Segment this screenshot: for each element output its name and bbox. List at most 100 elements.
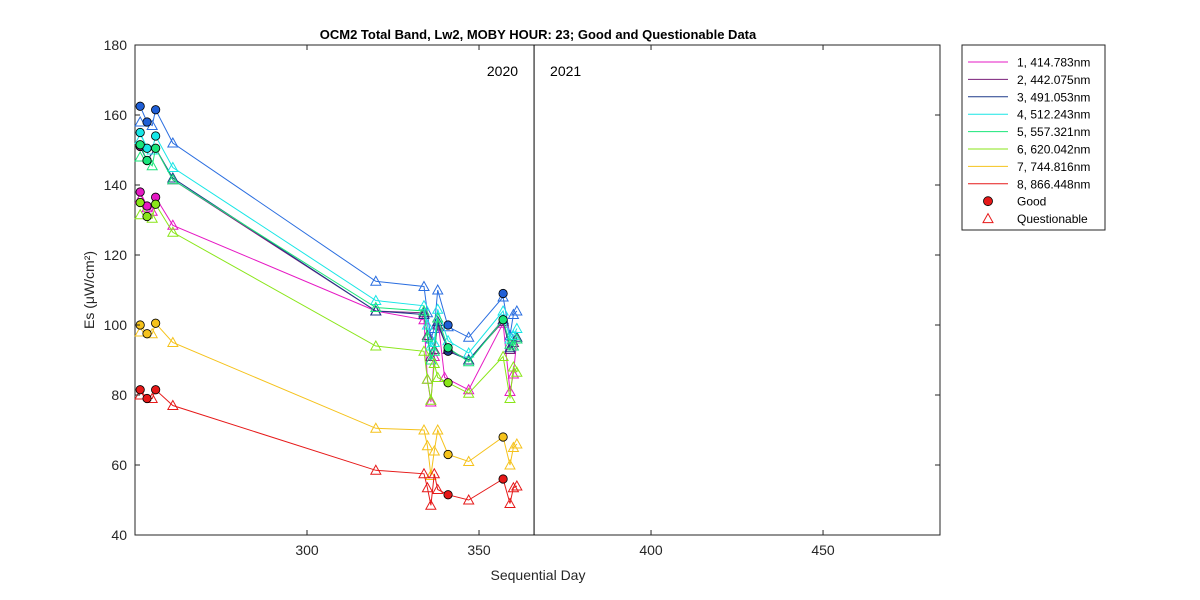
series-good-7-744-816nm: [135, 318, 508, 460]
questionable-marker: [511, 479, 523, 491]
legend: 1, 414.783nm 2, 442.075nm 3, 491.053nm 4, 5…: [961, 44, 1106, 231]
questionable-marker: [507, 339, 520, 351]
questionable-marker: [462, 455, 475, 466]
questionable-marker: [425, 395, 437, 407]
good-marker: [443, 343, 453, 353]
questionable-marker: [497, 350, 509, 361]
questionable-marker: [166, 173, 179, 185]
good-marker: [142, 329, 152, 339]
legend-entry: 7, 744.816nm: [1017, 160, 1090, 174]
questionable-marker: [511, 331, 523, 342]
legend-entry: 1, 414.783nm: [1017, 56, 1090, 70]
axis-layer: 40 60 80 100 120 140 160 180 300 350 400 450: [104, 37, 940, 558]
good-marker: [443, 490, 453, 500]
good-marker: [498, 315, 508, 325]
questionable-marker: [425, 394, 437, 405]
y-tick-label-80: 80: [111, 387, 127, 403]
good-marker: [142, 155, 152, 166]
questionable-marker: [421, 331, 434, 342]
legend-entry: 5, 557.321nm: [1017, 125, 1090, 139]
good-marker: [151, 318, 161, 328]
questionable-marker: [369, 304, 382, 316]
questionable-marker: [146, 159, 159, 171]
questionable-marker: [428, 343, 441, 354]
y-axis-label: Es (μW/cm²): [81, 251, 97, 329]
questionable-marker: [511, 332, 523, 344]
questionable-marker: [418, 423, 430, 435]
questionable-marker: [421, 481, 434, 493]
questionable-marker: [146, 205, 159, 216]
questionable-marker: [462, 493, 475, 505]
good-marker: [151, 385, 161, 395]
good-marker: [135, 140, 145, 150]
questionable-marker: [425, 499, 437, 510]
questionable-marker: [369, 464, 382, 475]
series-good-4-512-243nm: [135, 127, 161, 153]
questionable-marker: [431, 483, 444, 494]
plot-area: [134, 44, 941, 536]
series-layer: [134, 101, 523, 510]
questionable-marker: [431, 283, 444, 295]
legend-questionable-marker: [982, 212, 994, 224]
y-tick-label-60: 60: [111, 457, 127, 473]
x-axis-label: Sequential Day: [491, 567, 586, 583]
y-tick-label-100: 100: [104, 317, 128, 333]
questionable-marker: [134, 325, 147, 337]
chart-title: OCM2 Total Band, Lw2, MOBY HOUR: 23; Goo…: [320, 27, 757, 42]
questionable-marker: [504, 497, 516, 508]
questionable-marker: [431, 371, 444, 382]
questionable-marker: [166, 219, 179, 230]
series-good-6-620-042nm: [135, 197, 453, 388]
good-marker: [142, 393, 152, 404]
questionable-marker: [497, 304, 509, 316]
x-tick-label-350: 350: [467, 542, 491, 558]
questionable-marker: [431, 311, 444, 323]
good-marker: [151, 143, 161, 153]
good-marker: [151, 199, 161, 209]
series-line: [139, 144, 518, 363]
questionable-marker: [421, 439, 434, 451]
questionable-marker: [166, 336, 179, 347]
questionable-marker: [369, 339, 382, 351]
questionable-marker: [511, 322, 523, 333]
questionable-marker: [507, 360, 520, 372]
questionable-marker: [504, 392, 516, 403]
good-marker: [151, 131, 161, 141]
good-marker: [135, 101, 145, 111]
questionable-marker: [418, 345, 430, 356]
questionable-marker: [418, 308, 430, 319]
good-marker: [135, 197, 145, 208]
series-good-5-557-321nm: [135, 140, 508, 353]
questionable-marker: [369, 294, 382, 305]
y-tick-label-140: 140: [104, 177, 128, 193]
questionable-marker: [507, 308, 520, 319]
good-marker: [443, 449, 453, 460]
y-tick-label-120: 120: [104, 247, 128, 263]
questionable-marker: [421, 373, 434, 384]
questionable-marker: [428, 357, 441, 368]
questionable-marker: [166, 161, 179, 172]
questionable-marker: [418, 304, 430, 316]
questionable-marker: [166, 136, 179, 148]
x-tick-label-400: 400: [639, 542, 663, 558]
questionable-marker: [369, 275, 382, 286]
questionable-marker: [462, 331, 475, 342]
year-label-2020: 2020: [487, 63, 518, 79]
good-marker: [498, 432, 508, 442]
series-good-1-414-783nm: [135, 187, 161, 211]
questionable-marker: [418, 280, 430, 291]
year-label-2021: 2021: [550, 63, 581, 79]
legend-entry: 6, 620.042nm: [1017, 143, 1090, 157]
series-line: [139, 202, 518, 401]
good-marker: [142, 211, 152, 222]
good-overlay-0: [135, 101, 508, 330]
questionable-marker: [428, 444, 441, 456]
good-marker: [135, 385, 145, 395]
questionable-marker: [418, 299, 430, 311]
legend-entry: 4, 512.243nm: [1017, 108, 1090, 122]
y-tick-label-180: 180: [104, 37, 128, 53]
questionable-marker: [166, 226, 179, 237]
legend-entry: 3, 491.053nm: [1017, 90, 1090, 104]
questionable-marker: [462, 387, 475, 398]
questionable-marker: [425, 469, 437, 480]
